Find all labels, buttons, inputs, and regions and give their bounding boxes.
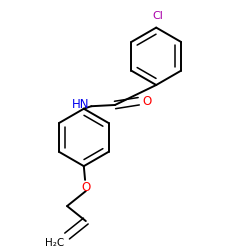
Text: H₂C: H₂C [45, 238, 64, 248]
Text: HN: HN [72, 98, 89, 112]
Text: O: O [81, 181, 90, 194]
Text: Cl: Cl [152, 11, 163, 21]
Text: O: O [143, 95, 152, 108]
